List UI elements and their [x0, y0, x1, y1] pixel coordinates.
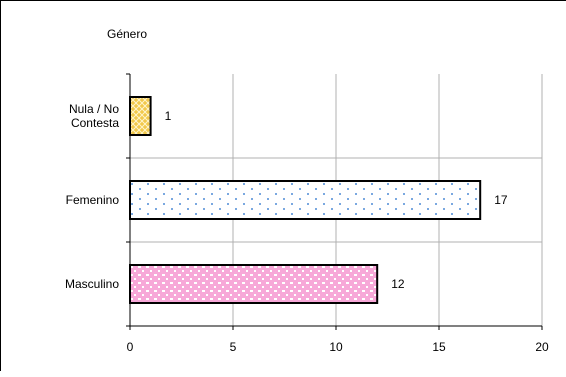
bar-0: [129, 96, 152, 136]
x-tick-label-5: 5: [230, 340, 237, 354]
data-label-2: 12: [391, 277, 405, 291]
x-tick-label-20: 20: [535, 340, 549, 354]
category-label-2: Masculino: [65, 277, 119, 291]
bar-2: [129, 264, 379, 304]
x-tick-label-0: 0: [127, 340, 134, 354]
plot-area: 0 5 10 15 20 Nula / No Contesta 1 Femenino 17 Masc…: [65, 73, 549, 354]
chart-title: Género: [107, 27, 147, 41]
x-tick-label-15: 15: [432, 340, 446, 354]
data-label-0: 1: [165, 109, 172, 123]
category-label-1: Femenino: [66, 193, 120, 207]
bar-1: [129, 180, 482, 220]
x-tick-label-10: 10: [329, 340, 343, 354]
category-label-0: Nula / No Contesta: [69, 102, 119, 130]
data-label-1: 17: [494, 193, 508, 207]
